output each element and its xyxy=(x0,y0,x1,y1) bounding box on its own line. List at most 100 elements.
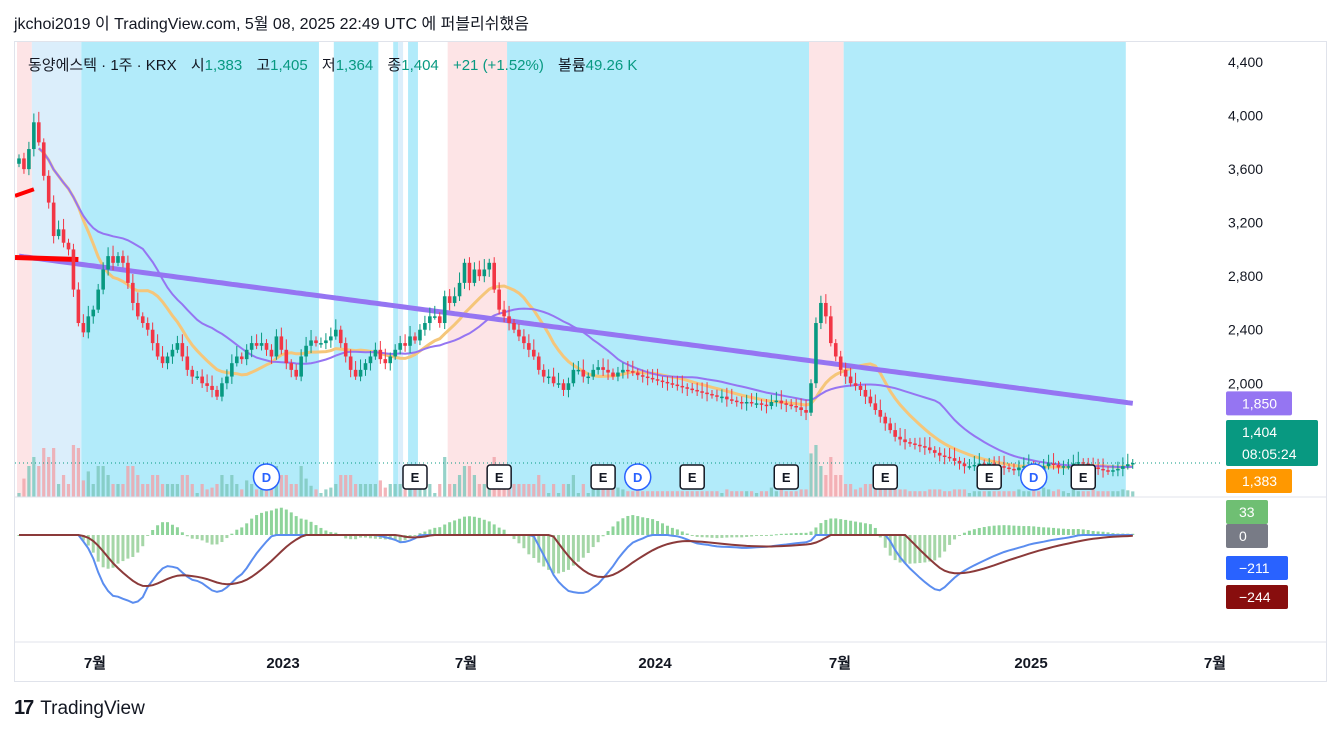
volume-bar xyxy=(784,491,788,497)
macd-histogram-bar xyxy=(180,532,184,535)
candle-body xyxy=(1111,470,1115,472)
macd-histogram-bar xyxy=(344,535,348,539)
earnings-marker-label: E xyxy=(881,470,890,485)
macd-tag-label: 33 xyxy=(1239,504,1255,520)
background-zone xyxy=(398,42,404,497)
macd-histogram-bar xyxy=(938,535,942,558)
candle-body xyxy=(150,329,155,344)
macd-histogram-bar xyxy=(953,535,957,540)
volume-bar xyxy=(547,493,551,497)
macd-histogram-bar xyxy=(319,527,323,535)
volume-bar xyxy=(185,475,189,497)
candle-body xyxy=(913,443,917,445)
candle-body xyxy=(353,369,358,377)
candle-body xyxy=(1106,470,1110,472)
macd-histogram-bar xyxy=(784,533,788,535)
candle-body xyxy=(442,296,447,324)
macd-histogram-bar xyxy=(740,535,744,538)
volume-bar xyxy=(279,475,283,497)
earnings-marker-icon xyxy=(679,464,705,490)
candle-body xyxy=(957,460,962,464)
candle-body xyxy=(705,392,709,395)
volume-bar xyxy=(141,484,145,497)
macd-histogram-bar xyxy=(601,535,605,537)
volume-bar xyxy=(1051,491,1056,497)
macd-histogram-bar xyxy=(81,535,85,541)
volume-bar xyxy=(309,485,313,497)
candle-body xyxy=(338,329,343,344)
volume-bar xyxy=(146,484,150,497)
macd-histogram-bar xyxy=(700,535,704,538)
volume-bar xyxy=(250,484,254,497)
candle-body xyxy=(423,323,427,330)
volume-bar xyxy=(938,489,942,497)
volume-bar xyxy=(472,475,476,497)
candle-body xyxy=(1056,464,1061,468)
candle-body xyxy=(586,376,591,379)
candle-body xyxy=(903,439,907,443)
candle-body xyxy=(784,403,789,405)
volume-bar xyxy=(878,484,882,497)
candle-body xyxy=(626,369,630,372)
candle-body xyxy=(398,343,402,350)
candle-body xyxy=(1126,464,1130,467)
macd-histogram-bar xyxy=(873,527,877,535)
tradingview-logo-icon[interactable]: 17 xyxy=(14,697,34,719)
candle-body xyxy=(482,269,487,277)
candle-body xyxy=(101,269,105,290)
candle-body xyxy=(932,450,937,453)
volume-bar xyxy=(230,475,234,497)
candle-body xyxy=(348,356,353,370)
volume-bar xyxy=(334,484,338,497)
candle-body xyxy=(452,296,457,303)
volume-bar xyxy=(22,478,26,497)
chart-frame[interactable]: D E E E D E E E E D E 4,400 4,000 3,600 3,200 2,800 2,4… xyxy=(14,41,1327,682)
volume-bar xyxy=(789,491,793,497)
macd-histogram-bar xyxy=(854,521,858,535)
time-axis-tick: 2024 xyxy=(638,655,672,672)
candle-body xyxy=(220,383,224,397)
open-label: 시 xyxy=(190,57,205,74)
macd-histogram-bar xyxy=(760,535,763,536)
candle-body xyxy=(710,393,714,396)
macd-histogram-bar xyxy=(967,530,971,535)
volume-bar xyxy=(1056,489,1061,497)
macd-histogram-bar xyxy=(190,535,194,539)
macd-histogram-bar xyxy=(928,535,932,562)
candle-body xyxy=(155,343,160,357)
time-axis-tick: 7월 xyxy=(829,655,851,672)
chart-canvas[interactable]: D E E E D E E E E D E 4,400 4,000 3,600 3,200 2,800 2,4… xyxy=(15,42,1326,681)
symbol-name[interactable]: 동양에스텍 · 1주 · KRX xyxy=(28,57,177,74)
macd-histogram-bar xyxy=(388,535,392,540)
volume-bar xyxy=(952,489,957,497)
candle-body xyxy=(581,369,586,377)
tradingview-brand[interactable]: TradingView xyxy=(40,697,145,719)
macd-histogram-bar xyxy=(661,523,664,535)
volume-bar xyxy=(913,491,917,497)
volume-bar xyxy=(86,471,90,497)
macd-histogram-bar xyxy=(472,516,476,535)
volume-bar xyxy=(750,491,754,497)
macd-histogram-bar xyxy=(274,508,278,535)
macd-histogram-bar xyxy=(1061,528,1065,535)
candle-body xyxy=(947,456,952,459)
candle-body xyxy=(244,349,249,360)
macd-histogram-bar xyxy=(195,535,199,540)
candle-body xyxy=(848,376,853,384)
macd-histogram-bar xyxy=(606,531,610,535)
volume-bar xyxy=(403,489,407,497)
candle-body xyxy=(437,316,442,324)
candle-body xyxy=(279,336,284,350)
candle-body xyxy=(962,463,967,467)
macd-histogram-bar xyxy=(477,517,481,535)
volume-bar xyxy=(255,489,259,497)
volume-bar xyxy=(576,493,580,497)
volume-bar xyxy=(982,491,986,497)
candle-body xyxy=(680,385,685,388)
background-zone xyxy=(809,42,844,497)
candle-body xyxy=(858,385,863,390)
candle-body xyxy=(744,401,749,404)
volume-bar xyxy=(195,493,199,497)
candle-body xyxy=(329,336,333,341)
macd-histogram-bar xyxy=(1002,525,1006,535)
